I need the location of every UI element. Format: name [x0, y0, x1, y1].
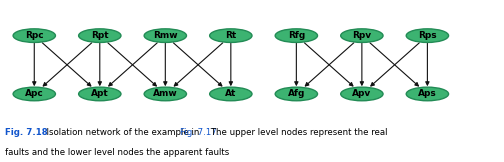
Text: Afg: Afg: [288, 89, 305, 98]
Text: At: At: [225, 89, 236, 98]
Circle shape: [275, 29, 318, 42]
Circle shape: [79, 29, 121, 42]
Circle shape: [406, 29, 449, 42]
Circle shape: [341, 29, 383, 42]
Text: Apv: Apv: [352, 89, 371, 98]
Text: Rpc: Rpc: [25, 31, 43, 40]
Circle shape: [144, 87, 186, 101]
Circle shape: [13, 29, 55, 42]
Circle shape: [406, 87, 449, 101]
Text: Rt: Rt: [225, 31, 236, 40]
Circle shape: [79, 87, 121, 101]
Text: Rpt: Rpt: [91, 31, 108, 40]
Circle shape: [144, 29, 186, 42]
Circle shape: [13, 87, 55, 101]
Text: faults and the lower level nodes the apparent faults: faults and the lower level nodes the app…: [5, 148, 229, 157]
Circle shape: [275, 87, 318, 101]
Circle shape: [341, 87, 383, 101]
Text: Apt: Apt: [91, 89, 109, 98]
Text: Isolation network of the example in: Isolation network of the example in: [41, 128, 203, 137]
Text: Rmw: Rmw: [153, 31, 177, 40]
Circle shape: [210, 87, 252, 101]
Text: Fig. 7.17.: Fig. 7.17.: [180, 128, 219, 137]
Text: Rfg: Rfg: [288, 31, 305, 40]
Text: Aps: Aps: [418, 89, 437, 98]
Text: Amw: Amw: [153, 89, 178, 98]
Text: Fig. 7.18: Fig. 7.18: [5, 128, 48, 137]
Text: Apc: Apc: [25, 89, 44, 98]
Text: Rpv: Rpv: [352, 31, 371, 40]
Circle shape: [210, 29, 252, 42]
Text: The upper level nodes represent the real: The upper level nodes represent the real: [208, 128, 387, 137]
Text: Rps: Rps: [418, 31, 436, 40]
